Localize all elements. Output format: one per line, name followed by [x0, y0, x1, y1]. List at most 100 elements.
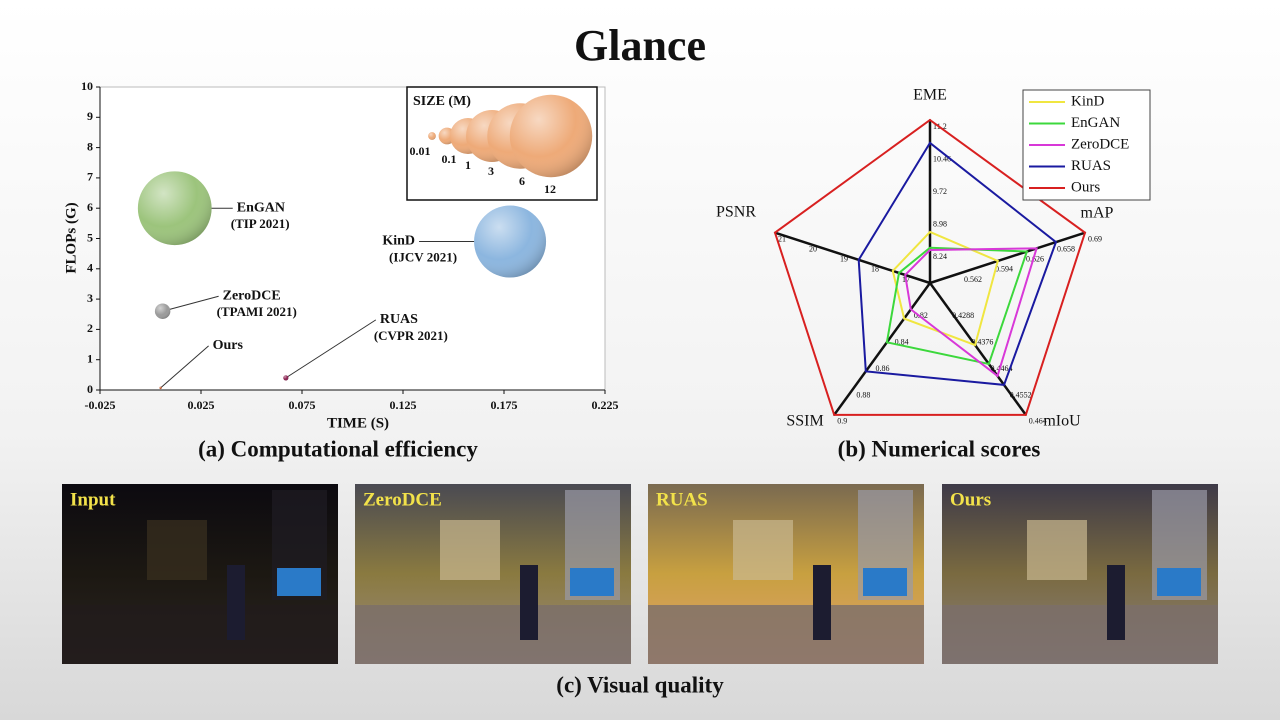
size-legend-label: 1	[465, 158, 471, 172]
x-tick-label: 0.175	[491, 398, 518, 412]
radar-tick	[1005, 387, 1008, 390]
scooter-box	[277, 568, 321, 596]
radar-series	[773, 118, 1087, 416]
x-tick-label: 0.025	[188, 398, 215, 412]
size-legend-label: 12	[544, 182, 556, 196]
radar-tick-label: 0.4376	[971, 338, 993, 347]
leader-line	[285, 319, 377, 379]
bubble-shine	[137, 171, 212, 246]
person	[227, 565, 245, 640]
building	[1027, 520, 1087, 580]
photo-label: Input	[70, 489, 116, 510]
y-tick-label: 0	[87, 382, 93, 396]
legend-label: EnGAN	[1071, 115, 1120, 131]
bubble-shine	[159, 386, 162, 390]
person	[1107, 565, 1125, 640]
radar-tick-label: 0.626	[1026, 255, 1044, 264]
y-tick-label: 6	[87, 200, 93, 214]
x-tick-label: 0.125	[390, 398, 417, 412]
photo-label: RUAS	[656, 489, 708, 510]
radar-tick-label: 0.658	[1057, 245, 1075, 254]
radar-axis	[833, 282, 932, 416]
y-tick-label: 3	[87, 291, 93, 305]
x-tick-label: 0.075	[289, 398, 316, 412]
y-tick-label: 5	[87, 230, 93, 244]
radar-tick	[948, 308, 951, 311]
bubble-name: RUAS	[380, 312, 418, 327]
caption: (c) Visual quality	[556, 672, 724, 697]
radar-axis-name: EME	[913, 87, 947, 104]
road	[355, 605, 631, 664]
y-tick-label: 4	[87, 261, 93, 275]
radar-axis-name: mAP	[1081, 205, 1114, 222]
radar-tick-label: 0.69	[1088, 234, 1102, 243]
road	[942, 605, 1218, 664]
legend-label: KinD	[1071, 93, 1105, 109]
size-legend-label: 3	[488, 164, 494, 178]
radar-tick	[852, 387, 855, 390]
radar-tick	[929, 151, 931, 154]
radar-tick-label: 0.9	[837, 417, 847, 426]
radar-tick-label: 0.4464	[990, 364, 1012, 373]
y-tick-label: 10	[81, 79, 93, 93]
radar-tick-label: 0.84	[895, 338, 909, 347]
bubble-name: ZeroDCE	[223, 288, 281, 303]
radar-tick-label: 21	[778, 234, 786, 243]
radar-tick-label: 0.88	[856, 390, 870, 399]
caption: (a) Computational efficiency	[198, 436, 478, 461]
scooter-box	[863, 568, 907, 596]
radar-tick-label: 0.4552	[1010, 390, 1032, 399]
bubble-name: KinD	[382, 234, 415, 249]
size-legend-title: SIZE (M)	[413, 94, 471, 109]
radar-axis	[929, 231, 1086, 285]
photo-label: Ours	[950, 489, 991, 510]
radar-tick-label: 0.562	[964, 275, 982, 284]
y-tick-label: 9	[87, 109, 93, 123]
person	[813, 565, 831, 640]
radar-axis-name: SSIM	[786, 413, 823, 430]
caption: (b) Numerical scores	[838, 436, 1041, 461]
radar-tick-label: 19	[840, 255, 848, 264]
scooter-box	[1157, 568, 1201, 596]
x-tick-label: 0.225	[592, 398, 619, 412]
radar-tick	[890, 334, 893, 337]
radar-tick	[929, 184, 931, 187]
bubble-venue: (IJCV 2021)	[389, 250, 457, 265]
radar-tick-label: 20	[809, 245, 817, 254]
radar-series	[857, 141, 1058, 386]
y-tick-label: 8	[87, 139, 93, 153]
leader-line	[160, 345, 209, 389]
bubble-shine	[154, 303, 171, 319]
radar-axis	[928, 282, 1027, 416]
size-legend-label: 0.01	[410, 144, 431, 158]
size-legend-label: 0.1	[442, 152, 457, 166]
bubble-venue: (CVPR 2021)	[374, 328, 448, 343]
bubble-shine	[283, 375, 289, 381]
radar-tick	[929, 216, 931, 219]
radar-tick-label: 10.46	[933, 154, 951, 163]
y-tick-label: 7	[87, 170, 93, 184]
y-tick-label: 1	[87, 351, 93, 365]
radar-tick	[967, 334, 970, 337]
radar-tick	[871, 361, 874, 364]
bubble-shine	[428, 132, 436, 140]
radar-tick-label: 18	[871, 265, 879, 274]
building	[733, 520, 793, 580]
person	[520, 565, 538, 640]
y-tick-label: 2	[87, 321, 93, 335]
bubble-venue: (TPAMI 2021)	[217, 304, 297, 319]
radar-series	[885, 246, 1029, 366]
radar-tick-label: 0.82	[914, 311, 928, 320]
y-axis-label: FLOPs (G)	[63, 202, 79, 273]
leader-line	[162, 295, 219, 312]
building	[147, 520, 207, 580]
bubble-shine	[474, 205, 547, 278]
radar-tick-label: 0.4288	[952, 311, 974, 320]
road	[648, 605, 924, 664]
radar-tick-label: 8.98	[933, 220, 947, 229]
radar-series	[904, 247, 1038, 378]
road	[62, 605, 338, 664]
photo-label: ZeroDCE	[363, 489, 442, 510]
